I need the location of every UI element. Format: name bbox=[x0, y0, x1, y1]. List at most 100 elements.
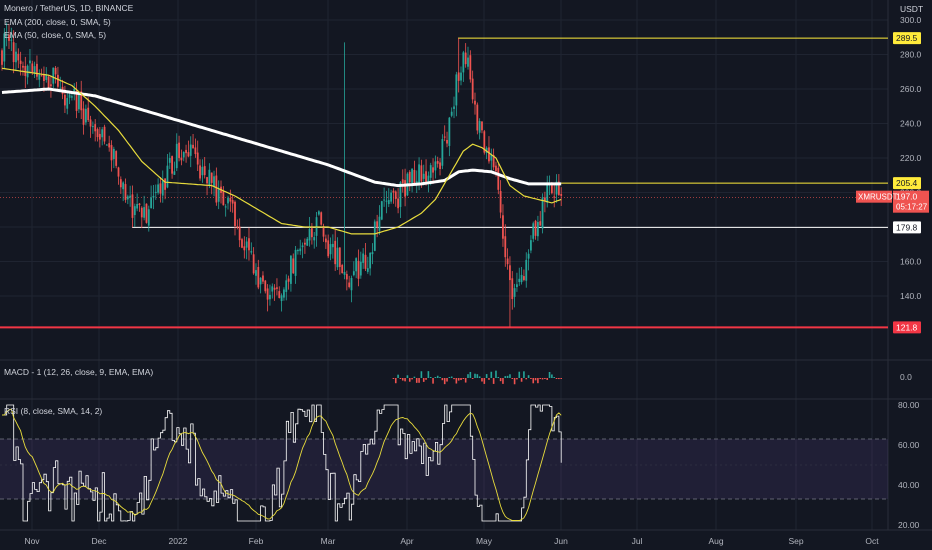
candle-body[interactable] bbox=[481, 121, 483, 131]
candle-body[interactable] bbox=[462, 52, 465, 73]
candle-body[interactable] bbox=[539, 221, 542, 226]
candle-body[interactable] bbox=[327, 240, 330, 257]
candle-body[interactable] bbox=[45, 74, 48, 80]
price-axis[interactable]: 300.0280.0260.0240.0220.0200.0180.0160.0… bbox=[856, 15, 929, 530]
candle-body[interactable] bbox=[287, 278, 290, 282]
candle-body[interactable] bbox=[516, 284, 518, 288]
candle-body[interactable] bbox=[429, 165, 432, 178]
candle-body[interactable] bbox=[173, 171, 176, 175]
candle-body[interactable] bbox=[404, 180, 406, 197]
ema200-line[interactable] bbox=[1, 87, 562, 188]
candle-body[interactable] bbox=[369, 252, 372, 269]
candle-body[interactable] bbox=[161, 180, 164, 196]
candle-body[interactable] bbox=[269, 294, 271, 300]
candle-body[interactable] bbox=[196, 152, 199, 165]
candle-body[interactable] bbox=[36, 63, 38, 77]
candle-body[interactable] bbox=[334, 240, 337, 265]
candle-body[interactable] bbox=[497, 167, 500, 190]
candle-body[interactable] bbox=[31, 63, 34, 74]
candle-body[interactable] bbox=[231, 200, 234, 204]
candle-body[interactable] bbox=[310, 228, 313, 238]
candle-body[interactable] bbox=[278, 291, 281, 298]
candle-body[interactable] bbox=[446, 139, 448, 144]
candle-body[interactable] bbox=[54, 67, 57, 75]
candle-body[interactable] bbox=[64, 94, 66, 106]
candle-body[interactable] bbox=[301, 245, 304, 248]
candle-body[interactable] bbox=[324, 238, 327, 243]
candle-body[interactable] bbox=[75, 90, 78, 111]
candle-body[interactable] bbox=[373, 221, 376, 251]
candle-body[interactable] bbox=[229, 197, 232, 202]
candle-body[interactable] bbox=[283, 289, 285, 298]
candle-body[interactable] bbox=[252, 254, 255, 274]
candle-body[interactable] bbox=[543, 197, 546, 202]
candle-body[interactable] bbox=[299, 248, 302, 252]
macd-legend[interactable]: MACD - 1 (12, 26, close, 9, EMA, EMA) bbox=[4, 367, 154, 377]
candle-body[interactable] bbox=[511, 278, 514, 300]
candle-body[interactable] bbox=[143, 207, 146, 218]
candle-body[interactable] bbox=[257, 267, 260, 288]
candle-body[interactable] bbox=[553, 196, 556, 198]
candle-body[interactable] bbox=[362, 253, 365, 263]
candle-body[interactable] bbox=[350, 277, 353, 291]
candle-body[interactable] bbox=[436, 161, 439, 164]
candle-body[interactable] bbox=[502, 215, 504, 239]
candle-body[interactable] bbox=[82, 108, 85, 125]
candle-body[interactable] bbox=[29, 60, 31, 64]
symbol-legend[interactable]: Monero / TetherUS, 1D, BINANCE bbox=[4, 3, 134, 13]
candle-body[interactable] bbox=[478, 121, 481, 133]
candle-body[interactable] bbox=[383, 199, 386, 201]
candle-body[interactable] bbox=[352, 271, 355, 276]
candle-body[interactable] bbox=[154, 191, 157, 193]
candle-body[interactable] bbox=[119, 179, 122, 188]
level-289-tag[interactable] bbox=[893, 32, 921, 45]
candle-body[interactable] bbox=[38, 74, 41, 80]
candle-body[interactable] bbox=[213, 176, 215, 187]
candle-body[interactable] bbox=[541, 197, 544, 229]
candle-body[interactable] bbox=[171, 156, 173, 174]
candle-body[interactable] bbox=[178, 142, 180, 159]
candle-body[interactable] bbox=[355, 258, 358, 272]
candle-body[interactable] bbox=[441, 139, 444, 166]
candle-body[interactable] bbox=[427, 175, 430, 184]
candle-body[interactable] bbox=[380, 201, 383, 220]
candle-body[interactable] bbox=[206, 177, 208, 184]
candle-body[interactable] bbox=[308, 228, 311, 241]
candle-body[interactable] bbox=[467, 57, 469, 67]
candle-body[interactable] bbox=[15, 51, 17, 63]
rsi-sma-line[interactable] bbox=[2, 408, 562, 521]
candle-body[interactable] bbox=[313, 237, 316, 241]
candle-body[interactable] bbox=[157, 184, 160, 193]
candle-body[interactable] bbox=[450, 111, 453, 116]
candle-body[interactable] bbox=[245, 241, 248, 248]
candle-body[interactable] bbox=[243, 246, 246, 251]
candle-body[interactable] bbox=[415, 181, 418, 184]
candle-body[interactable] bbox=[227, 197, 229, 204]
candle-body[interactable] bbox=[103, 126, 106, 142]
candle-body[interactable] bbox=[129, 195, 132, 198]
candle-body[interactable] bbox=[560, 194, 563, 196]
time-axis[interactable]: Nov Dec 2022 Feb Mar Apr May Jun Jul Aug Sep Oct bbox=[0, 531, 932, 550]
candle-body[interactable] bbox=[201, 166, 204, 176]
candle-body[interactable] bbox=[276, 287, 278, 289]
candle-body[interactable] bbox=[166, 165, 169, 188]
candle-body[interactable] bbox=[217, 189, 220, 202]
candle-body[interactable] bbox=[488, 147, 490, 162]
candle-body[interactable] bbox=[168, 158, 171, 163]
candle-body[interactable] bbox=[534, 220, 537, 236]
candle-body[interactable] bbox=[525, 259, 528, 281]
candle-body[interactable] bbox=[322, 226, 325, 237]
candle-body[interactable] bbox=[518, 278, 521, 283]
candle-body[interactable] bbox=[224, 206, 227, 208]
candle-body[interactable] bbox=[499, 191, 502, 213]
candle-body[interactable] bbox=[115, 151, 118, 166]
ema50-line[interactable] bbox=[1, 67, 562, 235]
candle-body[interactable] bbox=[17, 53, 20, 61]
candle-body[interactable] bbox=[557, 181, 560, 195]
candle-body[interactable] bbox=[401, 179, 404, 184]
candle-body[interactable] bbox=[50, 84, 52, 87]
candle-body[interactable] bbox=[532, 223, 535, 239]
candle-body[interactable] bbox=[357, 260, 360, 279]
last-price-tag[interactable] bbox=[893, 190, 929, 213]
candle-body[interactable] bbox=[264, 280, 267, 292]
